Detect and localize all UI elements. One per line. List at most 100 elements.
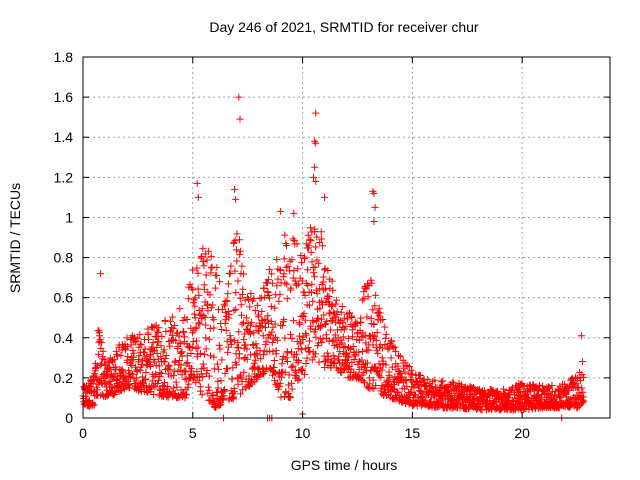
y-tick-label: 0.4	[54, 330, 74, 346]
data-point	[100, 356, 108, 364]
data-point	[216, 278, 224, 286]
data-point	[259, 351, 267, 359]
data-point	[158, 332, 166, 340]
data-point	[261, 293, 269, 301]
data-point	[310, 173, 318, 181]
data-point	[345, 353, 353, 361]
data-point	[258, 307, 266, 315]
data-point	[348, 333, 356, 341]
data-point	[285, 381, 293, 389]
data-point	[419, 377, 427, 385]
data-point	[397, 374, 405, 382]
data-point	[281, 368, 289, 376]
data-point	[342, 322, 350, 330]
data-point	[171, 322, 179, 330]
data-point	[294, 345, 302, 353]
data-point	[85, 398, 93, 406]
data-point	[155, 362, 163, 370]
data-point	[263, 316, 271, 324]
data-point	[381, 323, 389, 331]
data-point	[224, 365, 232, 373]
data-point	[358, 296, 366, 304]
data-point	[146, 361, 154, 369]
data-point	[200, 281, 208, 289]
plot-frame	[82, 56, 611, 419]
grid-lines	[83, 57, 610, 418]
data-point	[196, 387, 204, 395]
data-point	[305, 301, 313, 309]
data-point	[141, 345, 149, 353]
data-point	[280, 316, 288, 324]
data-point	[372, 291, 380, 299]
data-point	[311, 326, 319, 334]
data-point	[159, 382, 167, 390]
data-point	[424, 375, 432, 383]
data-point	[155, 324, 163, 332]
data-point	[319, 242, 327, 250]
data-point	[312, 139, 320, 147]
data-point	[392, 348, 400, 356]
data-point	[317, 228, 325, 236]
y-tick-label: 1.4	[54, 129, 74, 145]
data-point	[230, 306, 238, 314]
data-point	[572, 379, 580, 387]
data-point	[157, 342, 165, 350]
data-point	[136, 330, 144, 338]
data-point	[306, 235, 314, 243]
data-point	[265, 266, 273, 274]
data-point	[288, 256, 296, 264]
data-point	[184, 359, 192, 367]
data-point	[394, 389, 402, 397]
data-point	[215, 341, 223, 349]
data-point	[288, 379, 296, 387]
data-point	[260, 285, 268, 293]
data-point	[281, 334, 289, 342]
data-point	[326, 309, 334, 317]
data-point	[283, 280, 291, 288]
data-point	[102, 379, 110, 387]
data-point	[217, 401, 225, 409]
data-point	[305, 337, 313, 345]
data-point	[184, 295, 192, 303]
data-point	[180, 328, 188, 336]
data-point	[111, 370, 119, 378]
data-point	[253, 351, 261, 359]
data-point	[240, 355, 248, 363]
data-point	[270, 363, 278, 371]
data-point	[306, 224, 314, 232]
data-point	[234, 380, 242, 388]
data-point	[243, 355, 251, 363]
data-point	[267, 303, 275, 311]
data-point	[570, 380, 578, 388]
data-point	[251, 356, 259, 364]
data-point	[315, 358, 323, 366]
data-point	[369, 306, 377, 314]
data-point	[142, 375, 150, 383]
data-point	[267, 331, 275, 339]
data-point	[313, 233, 321, 241]
data-point	[315, 285, 323, 293]
data-point	[274, 275, 282, 283]
data-point	[279, 273, 287, 281]
data-point	[313, 290, 321, 298]
data-point	[311, 163, 319, 171]
data-point	[97, 270, 105, 278]
data-point	[348, 326, 356, 334]
y-axis-label: SRMTID / TECUs	[7, 183, 23, 293]
data-point	[382, 330, 390, 338]
data-point	[577, 332, 585, 340]
data-point	[338, 359, 346, 367]
data-point	[304, 231, 312, 239]
data-point	[89, 380, 97, 388]
data-point	[372, 381, 380, 389]
data-point	[181, 394, 189, 402]
data-point	[324, 266, 332, 274]
data-point	[161, 354, 169, 362]
data-point	[103, 392, 111, 400]
data-point	[317, 323, 325, 331]
data-point	[240, 368, 248, 376]
data-point	[205, 372, 213, 380]
data-point	[240, 270, 248, 278]
data-point	[183, 352, 191, 360]
data-point	[238, 378, 246, 386]
